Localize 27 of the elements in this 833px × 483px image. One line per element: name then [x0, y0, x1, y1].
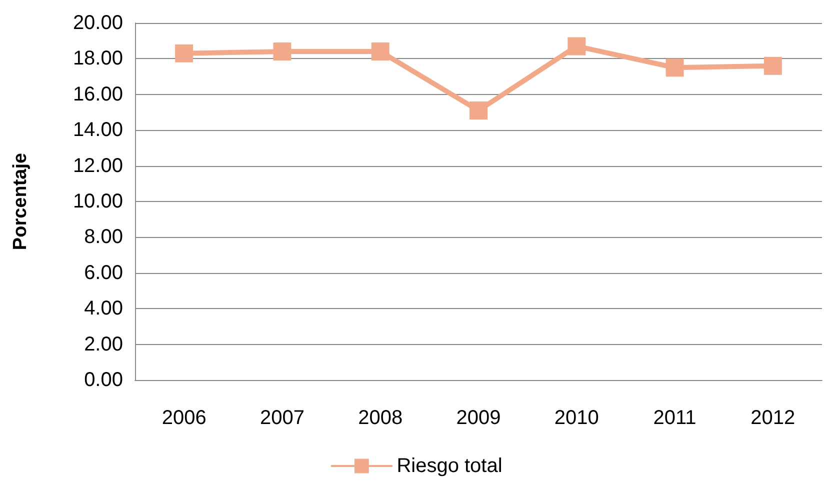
- x-tick-label: 2008: [358, 407, 403, 429]
- point: [371, 42, 390, 61]
- y-tick-label: 4.00: [84, 298, 123, 320]
- y-tick-label: 18.00: [72, 48, 123, 70]
- y-tick-label: 0.00: [84, 369, 123, 391]
- x-tick-label: 2009: [456, 407, 501, 429]
- x-tick-label: 2006: [162, 407, 206, 429]
- point: [175, 44, 194, 62]
- point: [470, 101, 488, 120]
- x-tick-label: 2010: [554, 407, 599, 429]
- y-tick-label: 20.00: [72, 12, 123, 34]
- x-tick-label: 2012: [750, 407, 796, 429]
- y-tick-label: 14.00: [72, 119, 123, 142]
- y-tick-label: 6.00: [84, 262, 123, 284]
- point: [568, 37, 586, 56]
- y-tick-label: 12.00: [72, 154, 123, 177]
- legend-label: Riesgo total: [396, 455, 502, 477]
- y-tick-label: 16.00: [72, 83, 123, 106]
- x-tick-label: 2011: [653, 407, 696, 429]
- point: [666, 58, 684, 77]
- x-tick-label: 2007: [260, 407, 304, 429]
- y-tick-label: 8.00: [84, 226, 123, 248]
- point: [273, 42, 292, 61]
- point: [764, 56, 782, 75]
- y-axis-title: Porcentaje: [10, 152, 31, 250]
- y-tick-label: 2.00: [84, 333, 123, 356]
- y-tick-label: 10.00: [72, 190, 123, 212]
